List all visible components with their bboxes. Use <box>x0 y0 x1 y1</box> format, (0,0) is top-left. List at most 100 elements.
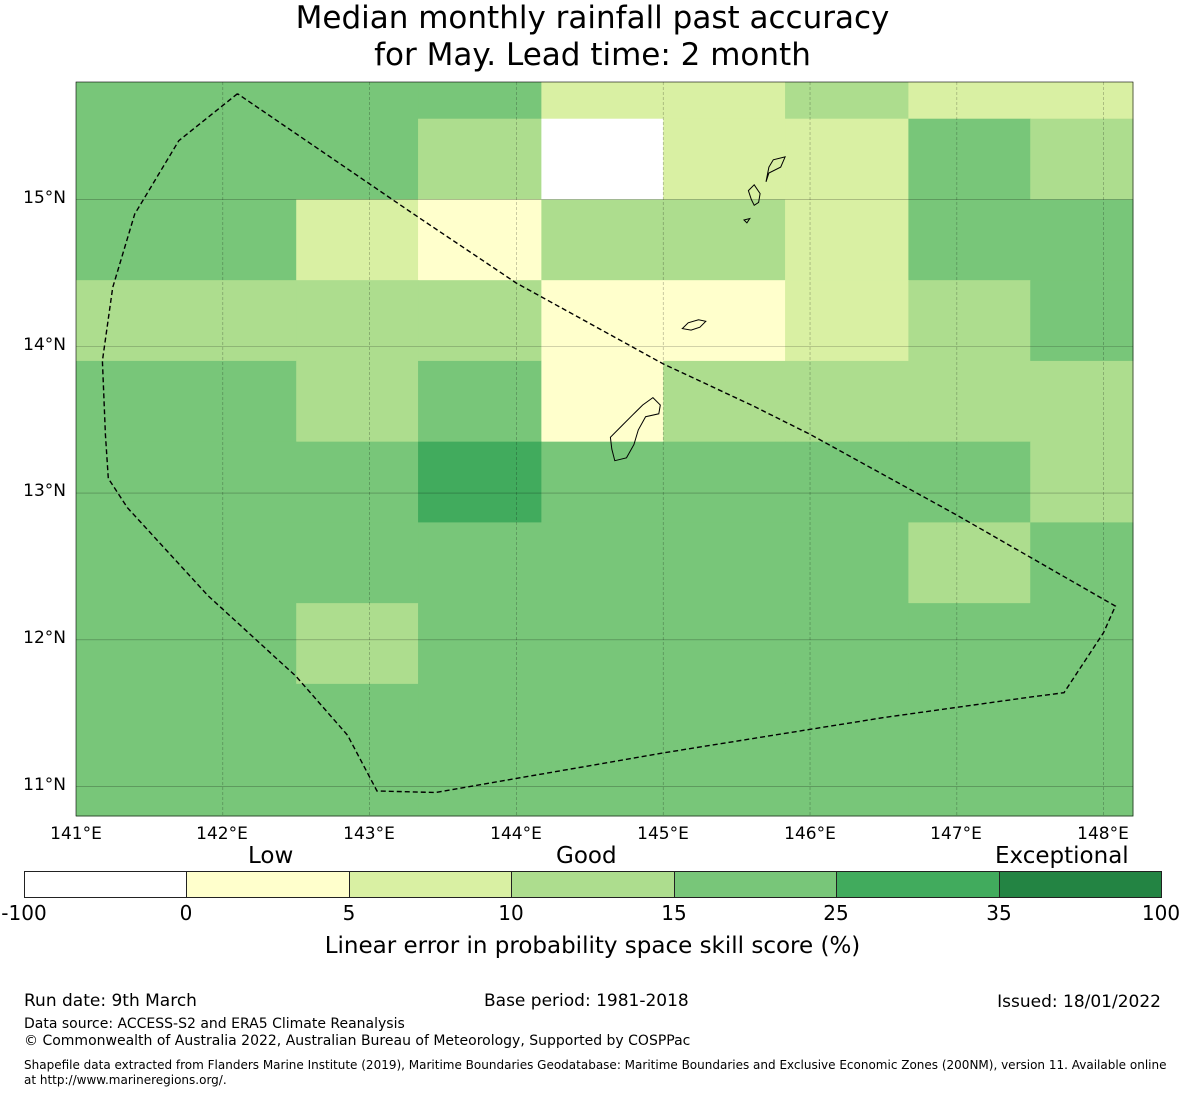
grid-cell <box>908 360 1031 443</box>
lat-tick-label: 15°N <box>23 188 66 208</box>
grid-cell <box>296 82 419 120</box>
grid-cell <box>76 118 297 200</box>
island-outline <box>681 319 707 331</box>
grid-cell <box>296 280 419 362</box>
grid-cell <box>908 280 1031 362</box>
grid-cell <box>785 360 909 443</box>
category-label-low: Low <box>248 843 294 869</box>
lon-tick-label: 141°E <box>50 824 102 844</box>
grid-cell <box>541 441 664 523</box>
colorbar-tick-label: 5 <box>342 901 356 925</box>
shapefile-credit-line-1: Shapefile data extracted from Flanders M… <box>24 1058 1167 1072</box>
grid-cell <box>296 683 419 817</box>
eez-boundary-line <box>101 93 1117 794</box>
grid-cell <box>76 82 297 120</box>
issued-date: Issued: 18/01/2022 <box>997 992 1161 1012</box>
grid-cell <box>663 360 786 443</box>
map-frame <box>75 81 1134 817</box>
colorbar-tick-label: -100 <box>1 901 47 925</box>
skill-grid <box>76 82 1134 817</box>
grid-cell <box>663 522 786 604</box>
grid-cell <box>908 522 1031 604</box>
chart-title: Median monthly rainfall past accuracy fo… <box>0 0 1185 74</box>
grid-cell <box>663 280 786 362</box>
grid-cell <box>76 441 297 523</box>
grid-cell <box>76 683 297 817</box>
grid-cell <box>1030 683 1134 817</box>
grid-cell <box>76 360 297 443</box>
lon-tick-label: 145°E <box>637 824 689 844</box>
grid-cell <box>541 118 664 200</box>
data-source: Data source: ACCESS-S2 and ERA5 Climate … <box>24 1016 405 1032</box>
colorbar-segment <box>349 871 512 898</box>
lat-tick-label: 13°N <box>23 481 66 501</box>
grid-cell <box>418 280 542 362</box>
grid-cell <box>296 360 419 443</box>
colorbar-tick-label: 0 <box>179 901 193 925</box>
grid-cell <box>296 199 419 281</box>
eez-boundary <box>101 93 1117 794</box>
lat-tick-label: 12°N <box>23 628 66 648</box>
lat-tick-label: 11°N <box>23 775 66 795</box>
grid-cell <box>663 441 786 523</box>
shapefile-credit-line-2: at http://www.marineregions.org/. <box>24 1073 227 1087</box>
grid-cell <box>1030 118 1134 200</box>
colorbar-tick-label: 35 <box>986 901 1012 925</box>
grid-cell <box>76 603 297 685</box>
chart-title-line-2: for May. Lead time: 2 month <box>374 37 811 73</box>
grid-cell <box>541 683 664 817</box>
graticule <box>76 82 1133 816</box>
grid-cell <box>785 118 909 200</box>
grid-cell <box>76 522 297 604</box>
lon-tick-label: 147°E <box>930 824 982 844</box>
island-outline <box>609 396 661 462</box>
category-label-exceptional: Exceptional <box>995 843 1129 869</box>
grid-cell <box>1030 360 1134 443</box>
colorbar-segment <box>511 871 675 898</box>
category-label-good: Good <box>556 843 617 869</box>
grid-cell <box>418 360 542 443</box>
colorbar-tick-label: 25 <box>823 901 849 925</box>
grid-cell <box>1030 199 1134 281</box>
island-outline <box>765 156 786 182</box>
colorbar-axis-label: Linear error in probability space skill … <box>324 933 861 959</box>
grid-cell <box>785 280 909 362</box>
grid-cell <box>663 118 786 200</box>
lon-tick-label: 148°E <box>1077 824 1129 844</box>
grid-cell <box>418 522 542 604</box>
lon-tick-label: 142°E <box>196 824 248 844</box>
grid-cell <box>418 441 542 523</box>
grid-cell <box>76 280 297 362</box>
colorbar-tick-label: 100 <box>1141 901 1181 925</box>
grid-cell <box>785 522 909 604</box>
grid-cell <box>418 118 542 200</box>
grid-cell <box>76 199 297 281</box>
grid-cell <box>296 118 419 200</box>
grid-cell <box>418 603 542 685</box>
grid-cell <box>785 441 909 523</box>
colorbar-tick-label: 10 <box>498 901 524 925</box>
grid-cell <box>296 522 419 604</box>
grid-cell <box>418 683 542 817</box>
base-period: Base period: 1981-2018 <box>484 991 689 1011</box>
grid-cell <box>1030 82 1134 120</box>
islands <box>609 156 786 462</box>
grid-cell <box>785 82 909 120</box>
grid-cell <box>785 199 909 281</box>
colorbar-tick-label: 15 <box>661 901 687 925</box>
grid-cell <box>541 360 664 443</box>
island-outline <box>743 217 751 224</box>
colorbar-segment <box>24 871 187 898</box>
island-outline <box>747 184 761 207</box>
grid-cell <box>908 683 1031 817</box>
chart-title-line-1: Median monthly rainfall past accuracy <box>295 0 890 36</box>
grid-cell <box>418 199 542 281</box>
grid-cell <box>908 441 1031 523</box>
colorbar-segment <box>836 871 1000 898</box>
grid-cell <box>296 441 419 523</box>
grid-cell <box>1030 280 1134 362</box>
grid-cell <box>1030 522 1134 604</box>
grid-cell <box>663 82 786 120</box>
lon-tick-label: 144°E <box>490 824 542 844</box>
